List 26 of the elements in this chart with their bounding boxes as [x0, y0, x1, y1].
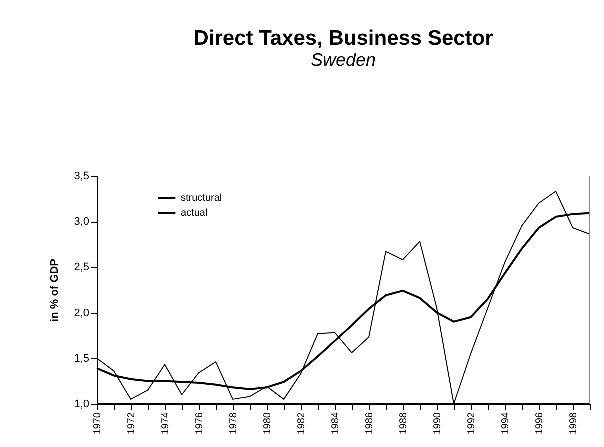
- x-tick-label: 1984: [330, 412, 342, 435]
- x-tick-label: 1986: [364, 412, 376, 435]
- x-tick-label: 1978: [228, 412, 240, 435]
- x-tick-label: 1990: [432, 412, 444, 435]
- x-tick-label: 1994: [500, 412, 512, 435]
- x-tick-label: 1976: [194, 412, 206, 435]
- y-tick-label: 2,5: [74, 262, 90, 274]
- y-tick-label: 3,5: [74, 170, 90, 182]
- y-tick-label: 1,0: [74, 398, 90, 410]
- y-tick-label: 2,0: [74, 307, 90, 320]
- chart-subtitle: Sweden: [310, 50, 376, 70]
- legend-label: actual: [181, 208, 208, 219]
- y-tick-label: 1,5: [74, 352, 90, 365]
- y-tick-label: 3,0: [74, 216, 90, 228]
- x-tick-label: 1998: [568, 412, 580, 435]
- legend-label: structural: [181, 193, 222, 204]
- x-tick-label: 1988: [398, 412, 410, 435]
- x-tick-label: 1972: [126, 412, 138, 435]
- chart-title: Direct Taxes, Business Sector: [194, 27, 494, 50]
- x-tick-label: 1974: [160, 412, 172, 435]
- x-tick-label: 1996: [534, 412, 546, 435]
- x-tick-label: 1980: [262, 412, 274, 435]
- x-tick-label: 1982: [296, 412, 308, 435]
- x-tick-label: 1970: [92, 412, 104, 435]
- x-tick-label: 1992: [466, 412, 478, 435]
- y-axis-title: in % of GDP: [49, 259, 62, 322]
